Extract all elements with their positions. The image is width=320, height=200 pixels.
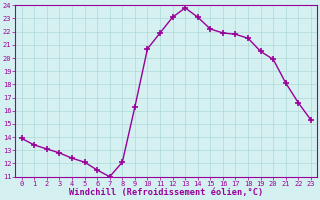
X-axis label: Windchill (Refroidissement éolien,°C): Windchill (Refroidissement éolien,°C) — [69, 188, 263, 197]
